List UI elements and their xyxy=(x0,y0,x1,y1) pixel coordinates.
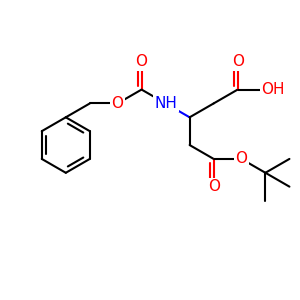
Text: O: O xyxy=(112,96,124,111)
Text: OH: OH xyxy=(262,82,285,97)
Text: O: O xyxy=(236,152,247,166)
Text: O: O xyxy=(208,179,220,194)
Text: O: O xyxy=(232,54,244,69)
Text: O: O xyxy=(136,54,148,69)
Text: NH: NH xyxy=(154,96,177,111)
